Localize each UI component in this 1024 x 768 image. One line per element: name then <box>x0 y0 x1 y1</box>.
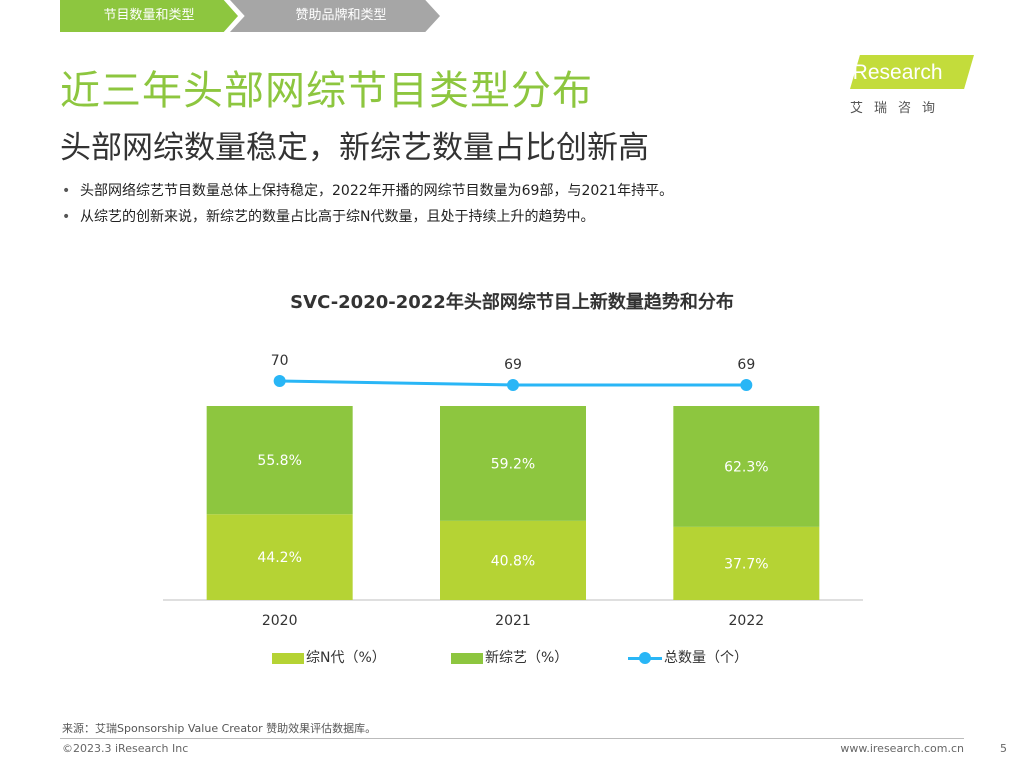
legend-item-new-series: 新综艺（%） <box>451 648 568 668</box>
total-point <box>273 375 286 387</box>
legend-label: 新综艺（%） <box>485 650 569 666</box>
tab-program-count-type[interactable]: 节目数量和类型 <box>60 0 238 32</box>
chart-legend: 综N代（%） 新综艺（%） 总数量（个） <box>0 648 1024 668</box>
bullet-list: 头部网络综艺节目数量总体上保持稳定，2022年开播的网综节目数量为69部，与20… <box>62 178 673 230</box>
logo-chinese-text: 艾瑞咨询 <box>850 101 947 116</box>
bar-segment <box>440 520 586 600</box>
iresearch-logo: iResearch 艾瑞咨询 <box>840 55 974 116</box>
legend-swatch <box>272 652 304 664</box>
bar-segment <box>440 406 586 521</box>
data-label: 40.8% <box>491 553 535 569</box>
total-label: 70 <box>271 353 289 369</box>
footer-divider <box>60 738 964 739</box>
total-point <box>740 379 753 391</box>
logo-shape <box>850 55 974 89</box>
legend-label: 总数量（个） <box>664 650 748 666</box>
website-link[interactable]: www.iresearch.com.cn <box>840 742 964 755</box>
data-label: 55.8% <box>257 453 301 469</box>
x-tick-label: 2022 <box>729 613 765 629</box>
x-tick-label: 2021 <box>495 613 531 629</box>
x-tick-label: 2020 <box>262 613 298 629</box>
tab-label: 赞助品牌和类型 <box>295 8 387 23</box>
bullet-item: 头部网络综艺节目数量总体上保持稳定，2022年开播的网综节目数量为69部，与20… <box>62 178 673 204</box>
page-title: 近三年头部网综节目类型分布 <box>60 68 593 114</box>
tab-sponsor-brand-type[interactable]: 赞助品牌和类型 <box>230 0 440 32</box>
bar-segment <box>673 526 820 600</box>
page-subtitle: 头部网综数量稳定，新综艺数量占比创新高 <box>60 130 649 166</box>
bar-segment <box>206 406 353 515</box>
total-label: 69 <box>737 357 755 373</box>
bar-segment <box>673 406 820 527</box>
logo-text: iResearch <box>848 61 943 84</box>
copyright: ©2023.3 iResearch Inc <box>62 742 189 755</box>
page-number: 5 <box>1000 742 1007 755</box>
data-label: 44.2% <box>257 550 301 566</box>
legend-line-marker <box>628 648 662 668</box>
source-note: 来源：艾瑞Sponsorship Value Creator 赞助效果评估数据库… <box>62 722 377 735</box>
legend-label: 综N代（%） <box>306 650 386 666</box>
data-label: 62.3% <box>724 459 768 475</box>
tab-label: 节目数量和类型 <box>103 8 195 23</box>
bullet-item: 从综艺的创新来说，新综艺的数量占比高于综N代数量，且处于持续上升的趋势中。 <box>62 204 673 230</box>
legend-item-old-series: 综N代（%） <box>272 648 386 668</box>
total-label: 69 <box>504 357 522 373</box>
bar-segment <box>206 514 353 600</box>
legend-item-total: 总数量（个） <box>628 648 748 668</box>
data-label: 37.7% <box>724 556 768 572</box>
total-point <box>507 379 519 391</box>
data-label: 59.2% <box>491 456 535 472</box>
legend-swatch <box>451 652 483 664</box>
chart-title: SVC-2020-2022年头部网综节目上新数量趋势和分布 <box>290 292 734 313</box>
